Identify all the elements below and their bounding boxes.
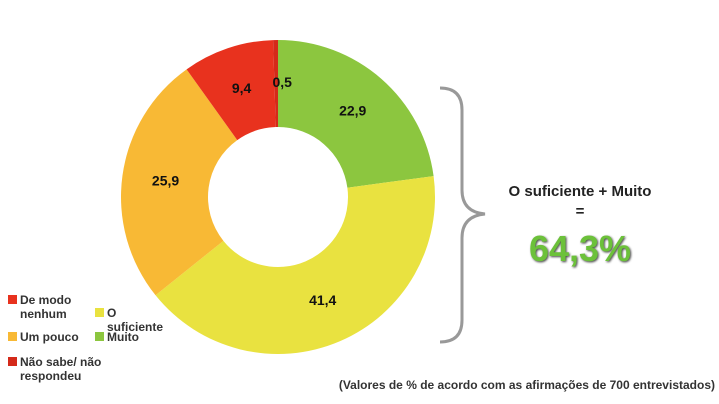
slice (273, 40, 278, 128)
legend-swatch (8, 295, 17, 304)
value-label: 0,5 (272, 74, 292, 90)
slice (155, 176, 435, 355)
legend-label: De modo nenhum (20, 293, 72, 321)
legend-swatch (95, 308, 104, 317)
legend-label: Não sabe/ não respondeu (20, 355, 102, 383)
legend-label: Um pouco (20, 330, 79, 344)
legend-swatch (95, 332, 104, 341)
value-label: 9,4 (232, 80, 252, 96)
legend-label: Muito (107, 330, 139, 344)
slice (186, 40, 276, 141)
bracket (439, 86, 486, 344)
note: (Valores de % de acordo com as afirmaçõe… (338, 378, 715, 392)
annotation: O suficiente + Muito = (508, 183, 652, 220)
value-label: 22,9 (339, 102, 366, 118)
slice (120, 69, 238, 296)
legend-label: O suficiente (107, 306, 164, 334)
legend-swatch (8, 357, 17, 366)
legend-swatch (8, 332, 17, 341)
slice (278, 40, 434, 188)
annotation-value: 64,3% (528, 228, 632, 269)
value-label: 41,4 (309, 292, 336, 308)
value-label: 25,9 (152, 172, 179, 188)
